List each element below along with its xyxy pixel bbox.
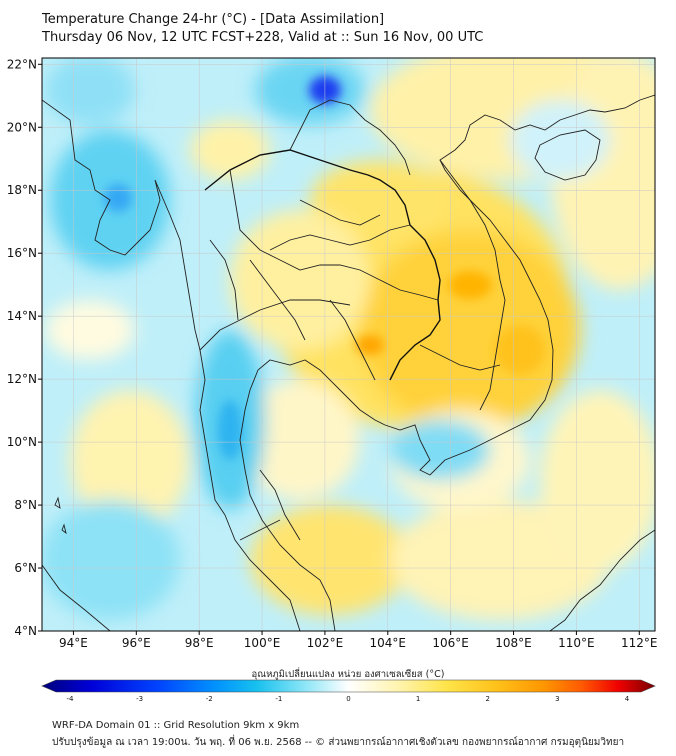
colorbar-tick-label: 4 xyxy=(625,695,630,703)
colorbar-tick-label: -4 xyxy=(67,695,75,703)
lon-label: 112°E xyxy=(621,636,658,650)
colorbar-tick-label: 3 xyxy=(555,695,559,703)
lon-label: 102°E xyxy=(307,636,344,650)
lon-label: 106°E xyxy=(432,636,469,650)
colorbar-tick-label: -1 xyxy=(275,695,282,703)
colorbar-tick-label: 2 xyxy=(486,695,490,703)
lon-label: 96°E xyxy=(122,636,151,650)
graticule xyxy=(42,58,655,631)
lon-label: 104°E xyxy=(370,636,407,650)
lon-label: 108°E xyxy=(495,636,532,650)
lon-label: 100°E xyxy=(244,636,281,650)
footer-credit: ปรับปรุงข้อมูล ณ เวลา 19:00น. วัน พฤ. ที… xyxy=(52,737,625,748)
map-subtitle: Thursday 06 Nov, 12 UTC FCST+228, Valid … xyxy=(42,30,484,45)
lat-label: 12°N xyxy=(7,372,37,386)
longitude-axis: 94°E 96°E 98°E 100°E 102°E 104°E 106°E 108°E 110… xyxy=(59,631,658,650)
lat-label: 20°N xyxy=(7,120,37,134)
lat-label: 6°N xyxy=(14,561,37,575)
colorbar-title: อุณหภูมิเปลี่ยนแปลง หน่วย องศาเซลเซียส (… xyxy=(252,667,445,680)
lat-label: 14°N xyxy=(7,309,37,323)
lat-label: 4°N xyxy=(14,624,37,638)
colorbar-tick-label: 1 xyxy=(416,695,420,703)
coastlines xyxy=(42,94,655,631)
colorbar xyxy=(41,679,656,693)
colorbar-tick-label: 0 xyxy=(346,695,350,703)
lon-label: 94°E xyxy=(59,636,88,650)
lon-label: 98°E xyxy=(185,636,214,650)
lat-label: 8°N xyxy=(14,498,37,512)
temperature-field xyxy=(42,58,655,631)
map-title: Temperature Change 24-hr (°C) - [Data As… xyxy=(42,12,385,27)
colorbar-tick-label: -3 xyxy=(136,695,143,703)
lat-label: 10°N xyxy=(7,435,37,449)
lon-label: 110°E xyxy=(558,636,595,650)
footer-model-info: WRF-DA Domain 01 :: Grid Resolution 9km … xyxy=(52,720,300,731)
lat-label: 22°N xyxy=(7,57,37,71)
lat-label: 18°N xyxy=(7,183,37,197)
colorbar-ticks: -4 -3 -2 -1 0 1 2 3 4 xyxy=(67,695,630,703)
colorbar-tick-label: -2 xyxy=(206,695,213,703)
latitude-axis: 22°N 20°N 18°N 16°N 14°N 12°N 10°N 8°N 6°N 4°N xyxy=(7,57,42,638)
map-frame xyxy=(41,57,656,632)
lat-label: 16°N xyxy=(7,246,37,260)
